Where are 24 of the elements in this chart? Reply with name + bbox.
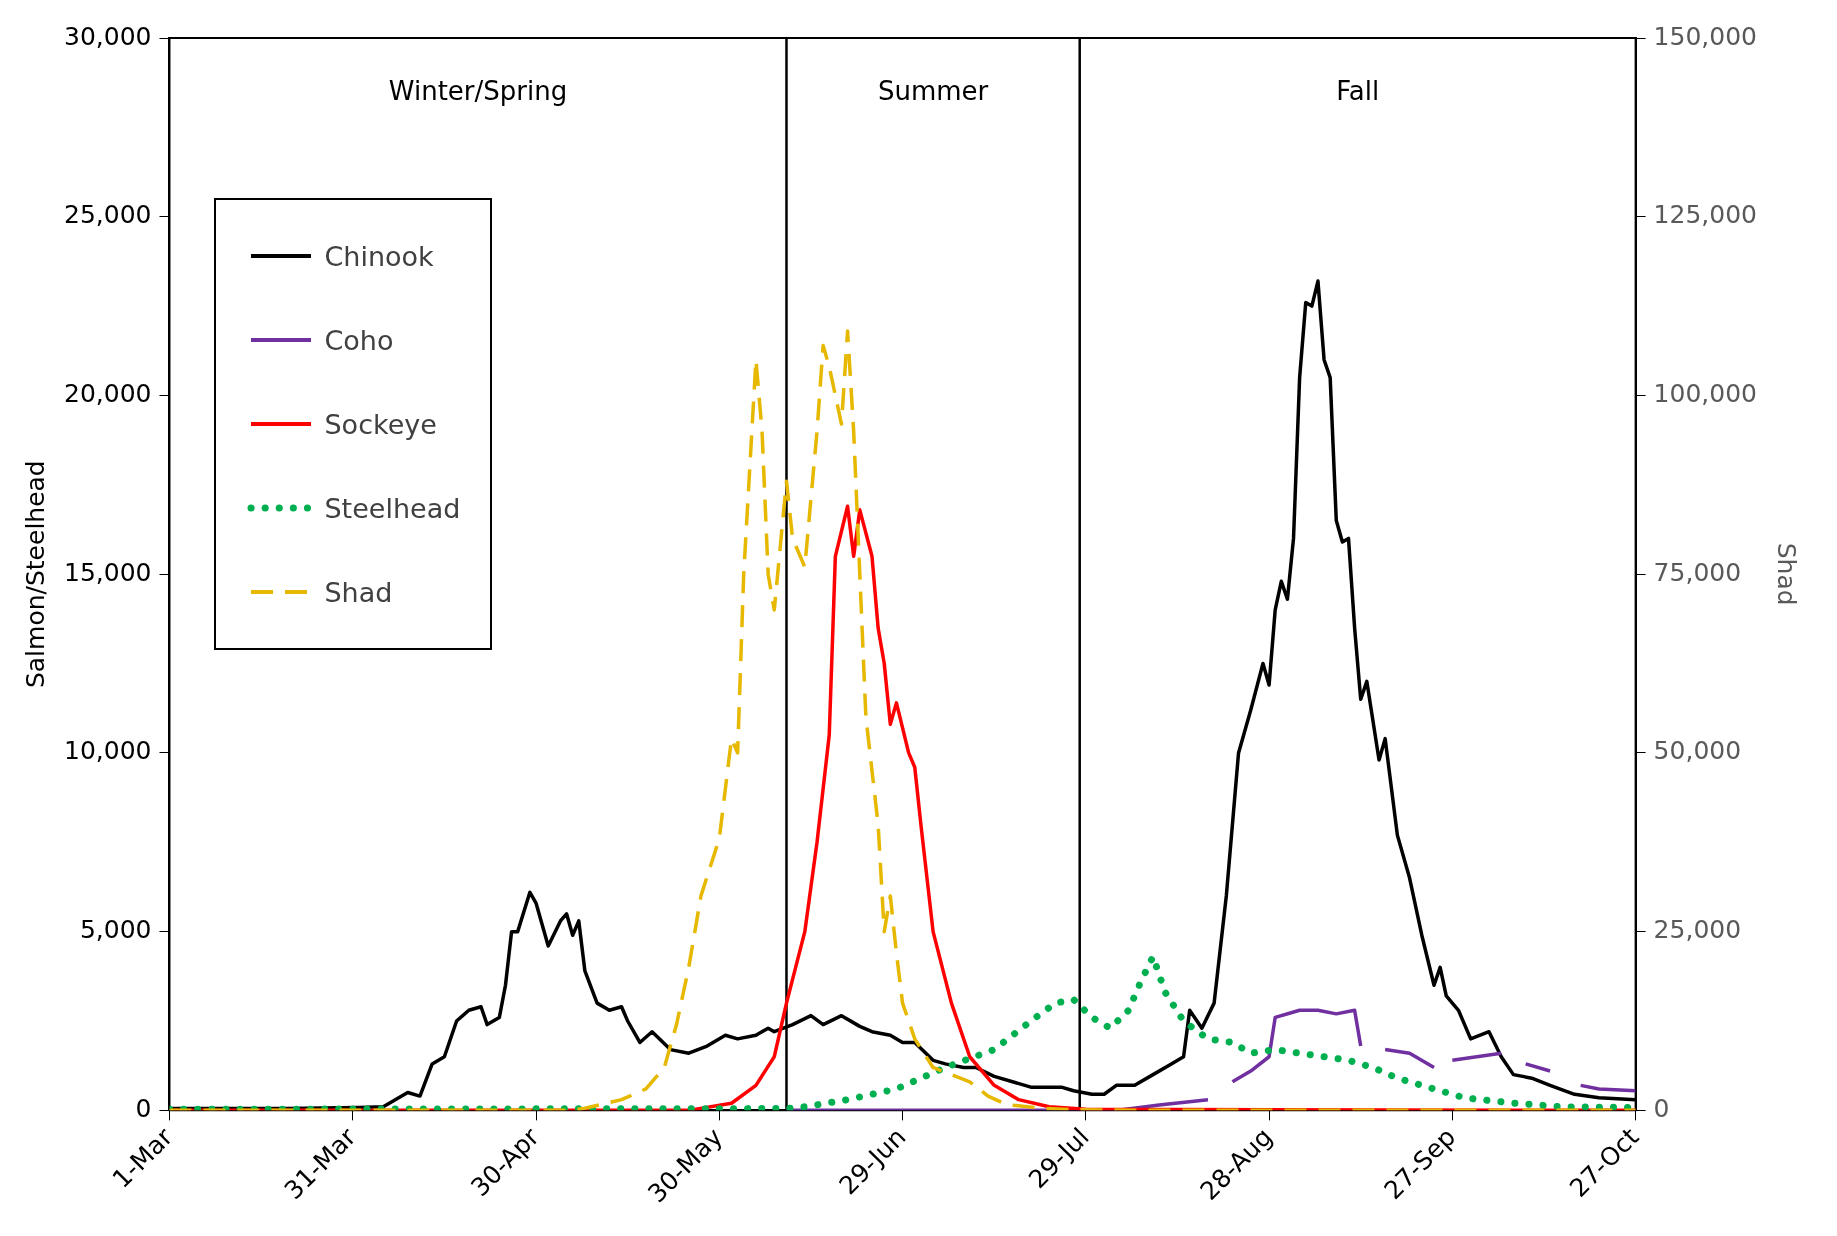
y-tick-label: 10,000 (63, 736, 152, 766)
y2-tick-label: 50,000 (1653, 736, 1742, 766)
annotation: Fall (1336, 75, 1380, 106)
y2-tick-label: 75,000 (1653, 557, 1742, 587)
y2-axis-title: Shad (1771, 542, 1801, 606)
y2-tick-label: 25,000 (1653, 915, 1742, 945)
legend-label: Coho (324, 324, 394, 356)
y-tick-label: 30,000 (63, 21, 152, 51)
y-tick-label: 0 (135, 1093, 152, 1123)
legend-label: Chinook (324, 240, 434, 272)
y2-tick-label: 150,000 (1653, 21, 1758, 51)
y2-tick-label: 0 (1653, 1093, 1670, 1123)
legend-label: Shad (324, 576, 393, 608)
annotation: Summer (877, 75, 989, 106)
y-tick-label: 15,000 (63, 557, 152, 587)
annotation: Winter/Spring (388, 75, 568, 106)
y-tick-label: 25,000 (63, 200, 152, 230)
y-tick-label: 5,000 (79, 915, 152, 945)
y-tick-label: 20,000 (63, 378, 152, 408)
y-axis-title: Salmon/Steelhead (20, 460, 50, 689)
legend-label: Steelhead (324, 492, 461, 524)
legend-label: Sockeye (324, 408, 437, 440)
y2-tick-label: 125,000 (1653, 200, 1758, 230)
y2-tick-label: 100,000 (1653, 378, 1758, 408)
